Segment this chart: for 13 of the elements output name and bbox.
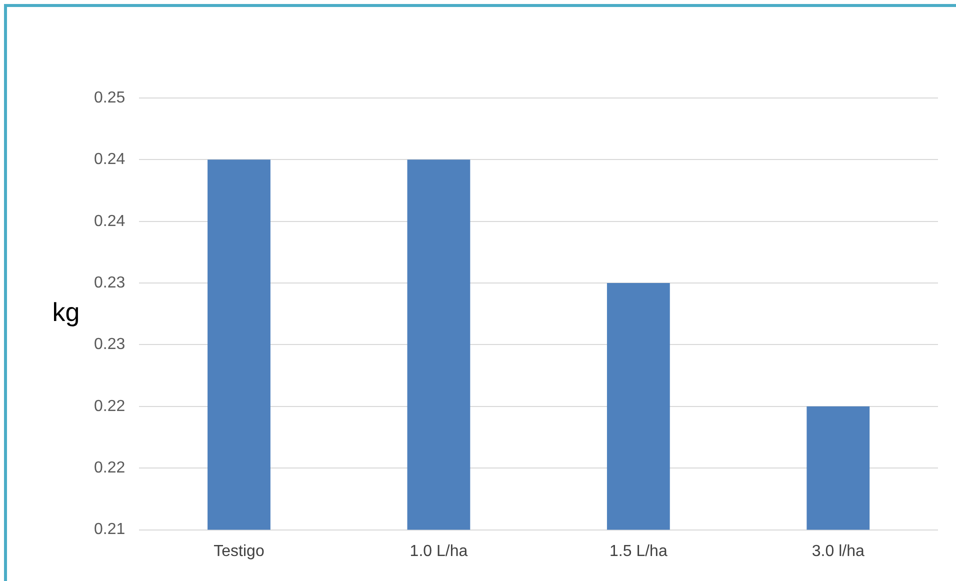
x-tick-label: 3.0 l/ha: [812, 542, 864, 560]
y-tick-label: 0.24: [94, 151, 126, 168]
y-tick-label: 0.25: [94, 89, 126, 106]
y-tick-label: 0.22: [94, 398, 126, 415]
y-tick-label: 0.21: [94, 521, 126, 538]
y-tick-label: 0.24: [94, 212, 126, 230]
y-tick-label: 0.23: [94, 274, 126, 292]
x-tick-label: 1.5 L/ha: [610, 542, 668, 560]
x-tick-label: 1.0 L/ha: [410, 542, 468, 560]
y-axis-title: kg: [52, 297, 80, 328]
y-tick-label: 0.23: [94, 336, 126, 354]
x-tick-label: Testigo: [214, 542, 264, 560]
y-tick-label: 0.22: [94, 460, 126, 477]
